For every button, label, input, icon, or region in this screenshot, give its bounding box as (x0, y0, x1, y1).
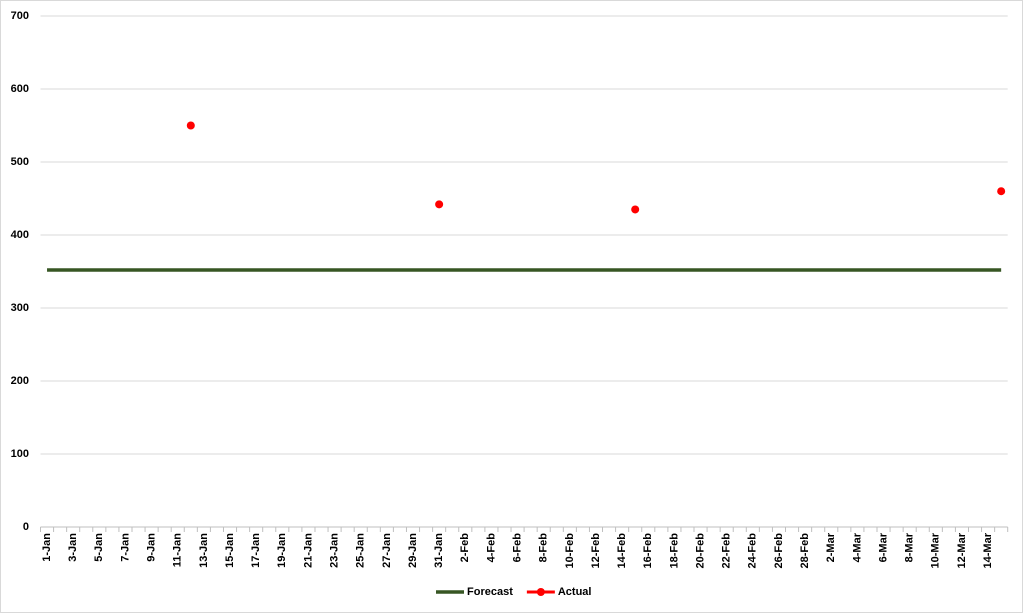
x-tick-label: 15-Jan (224, 533, 236, 568)
x-tick-label: 7-Jan (119, 533, 131, 562)
y-tick-label: 700 (11, 10, 29, 22)
x-tick-label: 21-Jan (302, 533, 314, 568)
x-tick-label: 8-Feb (538, 533, 550, 563)
x-tick-label: 2-Feb (459, 533, 471, 563)
x-tick-label: 17-Jan (250, 533, 262, 568)
x-tick-label: 13-Jan (198, 533, 210, 568)
y-tick-label: 200 (11, 375, 29, 387)
x-tick-label: 14-Mar (982, 532, 994, 568)
legend-label: Forecast (467, 586, 513, 598)
x-tick-label: 20-Feb (694, 533, 706, 569)
actual-point (435, 200, 444, 209)
y-tick-label: 500 (11, 156, 29, 168)
x-tick-label: 28-Feb (799, 533, 811, 569)
x-tick-label: 24-Feb (747, 533, 759, 569)
x-tick-label: 31-Jan (433, 533, 445, 568)
x-tick-label: 10-Mar (930, 532, 942, 568)
x-tick-label: 9-Jan (146, 533, 158, 562)
legend-item: Actual (526, 586, 592, 598)
x-tick-label: 4-Mar (851, 532, 863, 562)
y-tick-label: 100 (11, 448, 29, 460)
x-tick-label: 27-Jan (381, 533, 393, 568)
x-tick-label: 4-Feb (485, 533, 497, 563)
x-tick-label: 23-Jan (328, 533, 340, 568)
x-tick-label: 18-Feb (668, 533, 680, 569)
y-tick-label: 300 (11, 302, 29, 314)
x-tick-label: 10-Feb (564, 533, 576, 569)
x-tick-label: 8-Mar (904, 532, 916, 562)
x-tick-label: 5-Jan (93, 533, 105, 562)
x-tick-label: 26-Feb (773, 533, 785, 569)
legend-item: Forecast (436, 586, 513, 598)
x-tick-label: 2-Mar (825, 532, 837, 562)
x-tick-label: 6-Feb (511, 533, 523, 563)
actual-point (631, 205, 640, 214)
x-tick-label: 6-Mar (877, 532, 889, 562)
x-tick-label: 29-Jan (407, 533, 419, 568)
x-tick-label: 3-Jan (67, 533, 79, 562)
x-tick-label: 12-Feb (590, 533, 602, 569)
x-tick-label: 16-Feb (642, 533, 654, 569)
x-tick-label: 19-Jan (276, 533, 288, 568)
x-tick-label: 1-Jan (41, 533, 53, 562)
y-tick-label: 0 (23, 521, 29, 533)
x-tick-label: 25-Jan (355, 533, 367, 568)
y-tick-label: 400 (11, 229, 29, 241)
x-tick-label: 22-Feb (721, 533, 733, 569)
legend-marker (536, 588, 545, 596)
actual-point (997, 187, 1006, 196)
y-tick-label: 600 (11, 83, 29, 95)
x-tick-label: 11-Jan (172, 533, 184, 568)
x-tick-label: 14-Feb (616, 533, 628, 569)
x-tick-label: 12-Mar (956, 532, 968, 568)
actual-point (186, 121, 195, 130)
legend-label: Actual (558, 586, 592, 598)
